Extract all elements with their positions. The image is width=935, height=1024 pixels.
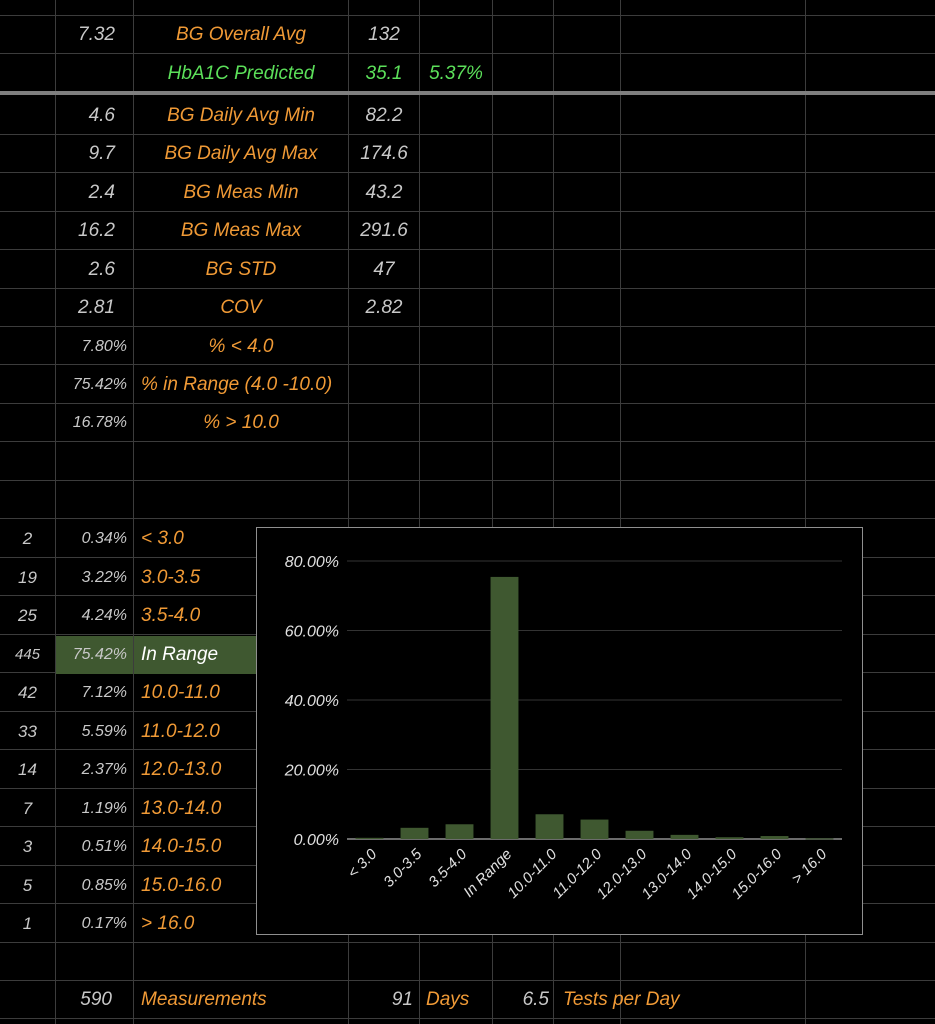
stat-label[interactable]: % > 10.0 [203,412,279,433]
bar[interactable] [670,834,699,839]
stat-mmol-value[interactable]: 7.80% [81,338,127,355]
dist-percent[interactable]: 0.34% [81,530,127,547]
stat-mgdl-value[interactable]: 35.1 [365,63,403,84]
stat-mmol-value[interactable]: 7.32 [78,24,115,45]
stat-label[interactable]: BG Overall Avg [176,24,306,45]
bar[interactable] [625,830,654,839]
dist-range-label[interactable]: 15.0-16.0 [141,874,222,896]
stat-mgdl-value[interactable] [349,328,419,366]
bar[interactable] [805,838,834,840]
stat-label[interactable]: HbA1C Predicted [167,63,315,84]
dist-range-label[interactable]: 14.0-15.0 [141,836,222,857]
y-tick-label: 20.00% [284,763,339,780]
dist-range-label[interactable]: In Range [134,635,256,674]
stat-mgdl-value[interactable] [349,404,419,442]
stat-mmol-value[interactable]: 75.42% [72,376,127,393]
dist-count[interactable]: 33 [18,721,37,741]
dist-count[interactable]: 3 [22,837,33,856]
dist-count[interactable]: 5 [22,875,33,895]
y-tick-label: 60.00% [285,624,339,641]
hba1c-percent[interactable]: 5.37% [429,63,483,84]
stat-mmol-value[interactable]: 9.7 [88,143,115,164]
dist-range-label[interactable]: 3.5-4.0 [141,605,201,626]
dist-percent[interactable]: 7.12% [81,684,127,701]
dist-range-label[interactable]: 3.0-3.5 [141,566,201,588]
stat-label[interactable]: BG Daily Avg Min [167,105,315,126]
stat-mgdl-value[interactable]: 43.2 [365,182,403,203]
dist-range-label[interactable]: 11.0-12.0 [141,720,220,742]
bar[interactable] [400,827,429,839]
stat-label[interactable]: BG Daily Avg Max [164,143,318,164]
stat-label[interactable]: COV [220,297,262,318]
stat-mmol-value[interactable] [56,55,115,93]
stat-mmol-value[interactable]: 16.78% [72,414,127,431]
dist-range-label[interactable]: 12.0-13.0 [141,759,222,780]
dist-count[interactable]: 445 [14,645,41,663]
dist-count[interactable]: 25 [18,606,37,625]
dist-count[interactable]: 2 [22,529,33,548]
x-tick-label: 3.0-3.5 [380,845,426,891]
x-tick-label: 15.0-16.0 [728,845,785,902]
dist-count[interactable]: 19 [18,567,37,587]
x-tick-label: > 16.0 [789,845,831,887]
dist-percent[interactable]: 0.85% [81,876,127,894]
stat-mmol-value[interactable]: 4.6 [88,105,115,126]
dist-percent[interactable]: 0.17% [81,915,127,932]
stat-label[interactable]: BG STD [205,259,277,280]
stat-mgdl-value[interactable]: 132 [368,24,400,45]
stat-mgdl-value[interactable]: 174.6 [360,143,408,164]
stat-mgdl-value[interactable]: 82.2 [365,105,403,126]
y-tick-label: 80.00% [285,554,339,571]
stat-mgdl-value[interactable] [349,366,419,404]
dist-count[interactable]: 1 [22,914,33,933]
dist-percent[interactable]: 0.51% [81,838,127,855]
stat-label[interactable]: % < 4.0 [208,336,274,357]
dist-range-label[interactable]: < 3.0 [141,528,184,549]
dist-range-label[interactable]: 10.0-11.0 [141,682,220,703]
days-value[interactable]: 91 [391,989,413,1010]
stat-mgdl-value[interactable]: 47 [373,259,395,280]
stat-mmol-value[interactable]: 2.6 [88,259,115,280]
bar[interactable] [490,576,519,839]
dist-percent[interactable]: 4.24% [81,607,127,624]
dist-count[interactable]: 14 [18,760,37,779]
stat-mmol-value[interactable]: 2.81 [78,297,115,318]
bar[interactable] [760,836,789,839]
tests-value[interactable]: 6.5 [522,989,549,1010]
days-label[interactable]: Days [426,989,470,1010]
bar[interactable] [715,837,744,839]
measurements-value[interactable]: 590 [80,989,112,1010]
dist-range-label[interactable]: 13.0-14.0 [141,797,222,819]
stat-label[interactable]: % in Range (4.0 -10.0) [141,374,333,395]
dist-percent[interactable]: 75.42% [56,635,133,674]
stat-mgdl-value[interactable]: 2.82 [365,297,403,318]
measurements-label[interactable]: Measurements [141,989,267,1010]
stat-label[interactable]: BG Meas Max [180,220,302,241]
stat-mmol-value[interactable]: 16.2 [78,220,115,241]
dist-percent[interactable]: 5.59% [81,722,127,740]
stat-mgdl-value[interactable]: 291.6 [360,220,408,241]
section-separator [0,91,935,95]
y-tick-label: 40.00% [285,693,339,710]
y-tick-label: 0.00% [294,832,339,849]
dist-percent[interactable]: 3.22% [81,568,127,586]
tests-label[interactable]: Tests per Day [563,989,680,1010]
bar[interactable] [355,837,384,839]
distribution-chart[interactable]: 0.00% 20.00% 40.00% 60.00% 80.00% < 3.0 3.0-3.… [256,527,863,935]
dist-range-label[interactable]: > 16.0 [141,913,195,934]
dist-count[interactable]: 7 [22,798,33,818]
stat-label[interactable]: BG Meas Min [183,182,299,203]
bar[interactable] [580,819,609,839]
dist-percent[interactable]: 2.37% [81,761,127,778]
stat-mmol-value[interactable]: 2.4 [88,182,115,203]
dist-count[interactable]: 42 [18,683,37,702]
dist-percent[interactable]: 1.19% [81,799,127,817]
bar[interactable] [445,824,474,839]
bar[interactable] [535,814,564,839]
x-tick-label: < 3.0 [344,845,380,881]
